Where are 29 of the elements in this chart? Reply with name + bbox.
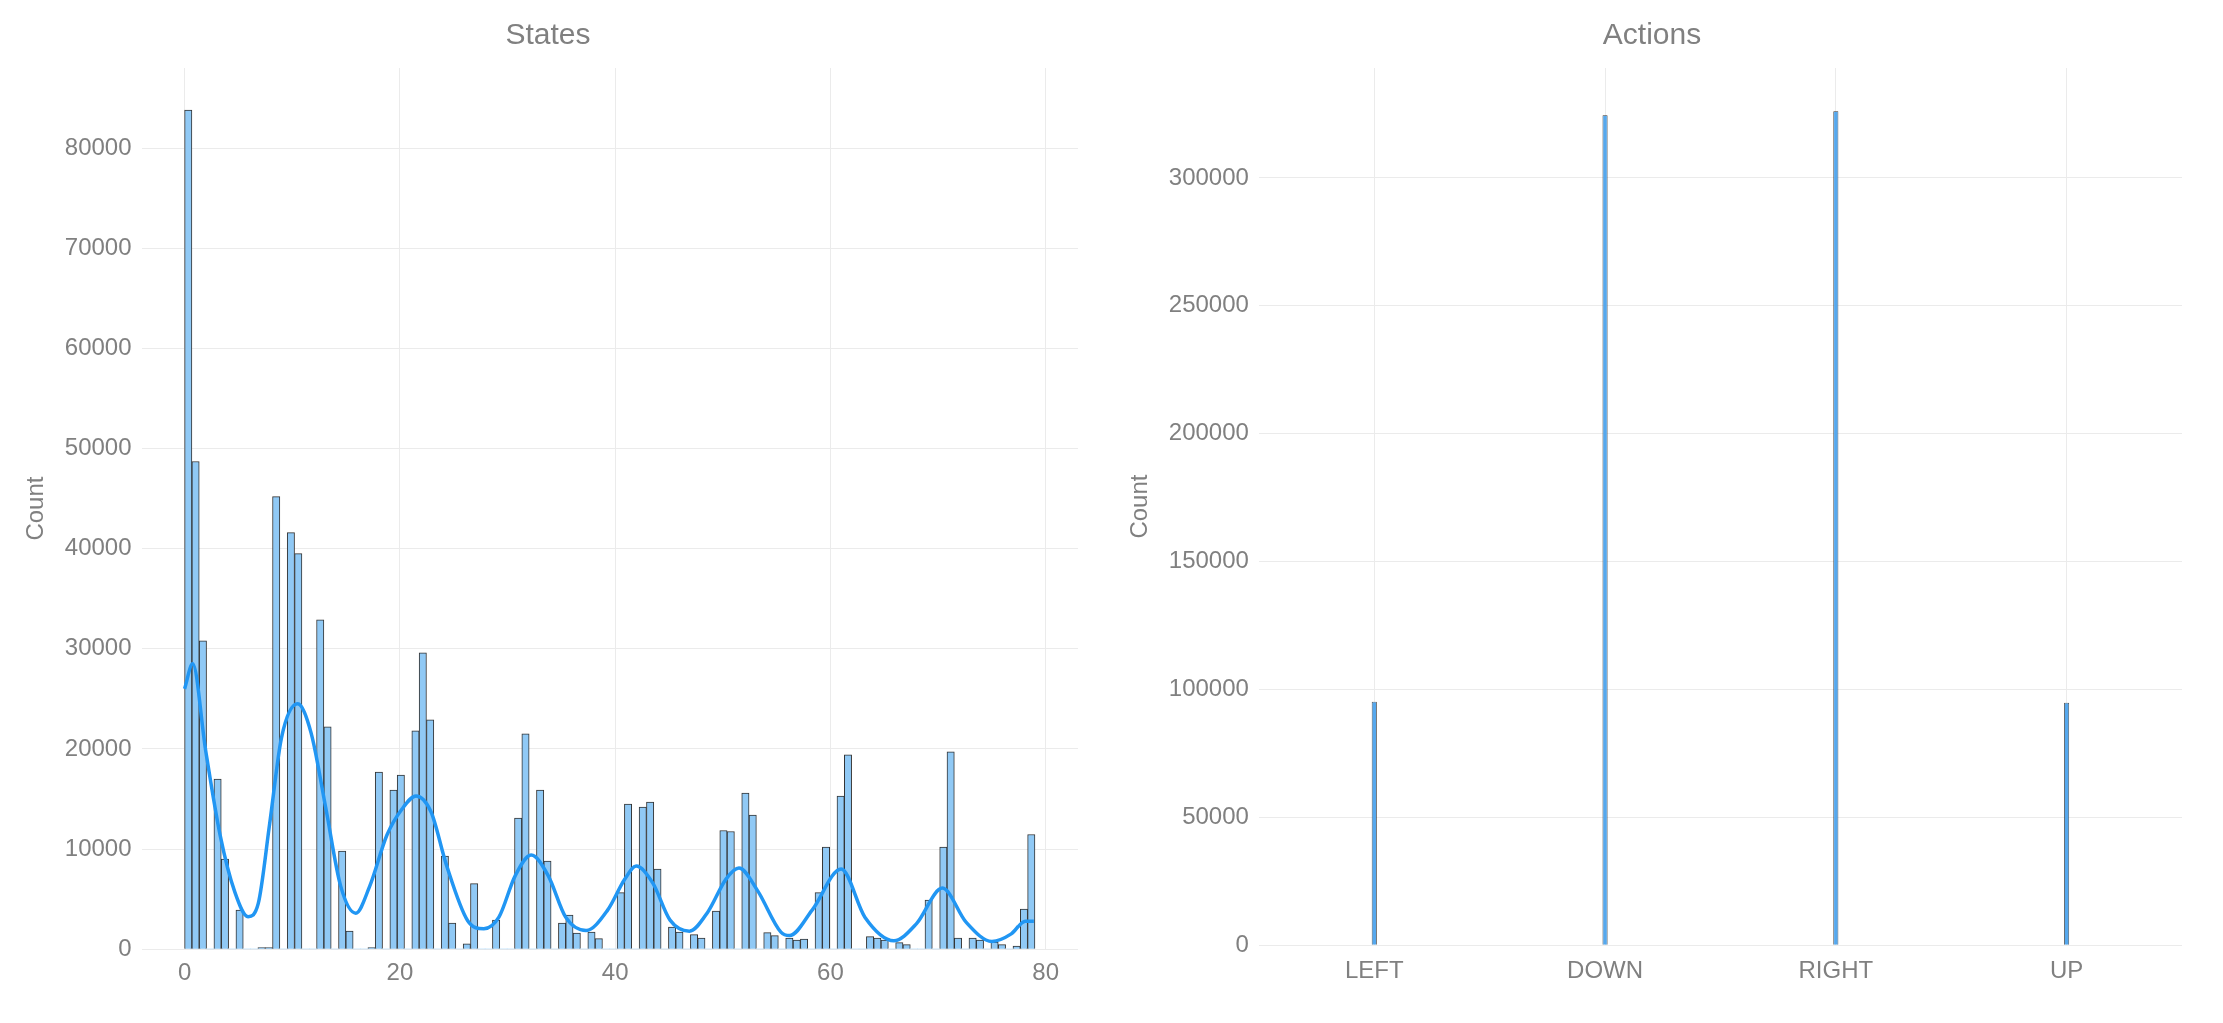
x-tick-label: 60 bbox=[817, 958, 844, 986]
x-tick-label: LEFT bbox=[1344, 956, 1404, 984]
chart-title: States bbox=[505, 17, 591, 51]
y-tick-label: 50000 bbox=[1182, 801, 1249, 829]
y-tick-label: 60000 bbox=[64, 333, 132, 361]
y-tick-label: 50000 bbox=[64, 433, 132, 461]
y-tick-label: 30000 bbox=[64, 633, 132, 661]
y-tick-label: 80000 bbox=[64, 132, 132, 160]
y-tick-label: 300000 bbox=[1168, 162, 1249, 190]
y-tick-label: 150000 bbox=[1168, 546, 1249, 574]
chart-title: Actions bbox=[1602, 17, 1702, 51]
y-axis-title: Count bbox=[1125, 474, 1153, 539]
x-tick-label: 20 bbox=[386, 958, 414, 986]
x-tick-label: 0 bbox=[177, 958, 192, 986]
x-tick-label: DOWN bbox=[1567, 956, 1644, 984]
x-tick-label: 80 bbox=[1032, 958, 1060, 986]
x-tick-label: 40 bbox=[601, 958, 629, 986]
y-tick-label: 70000 bbox=[64, 232, 132, 260]
y-tick-label: 20000 bbox=[64, 733, 132, 761]
y-tick-label: 200000 bbox=[1168, 418, 1249, 446]
y-tick-label: 40000 bbox=[64, 533, 132, 561]
y-tick-label: 250000 bbox=[1168, 290, 1249, 318]
y-axis-title: Count bbox=[21, 476, 49, 541]
y-tick-label: 100000 bbox=[1168, 674, 1249, 702]
y-tick-label: 0 bbox=[118, 933, 132, 961]
x-tick-label: RIGHT bbox=[1798, 956, 1874, 984]
y-tick-label: 10000 bbox=[64, 833, 132, 861]
y-tick-label: 0 bbox=[1235, 929, 1249, 957]
x-tick-label: UP bbox=[2049, 956, 2084, 984]
